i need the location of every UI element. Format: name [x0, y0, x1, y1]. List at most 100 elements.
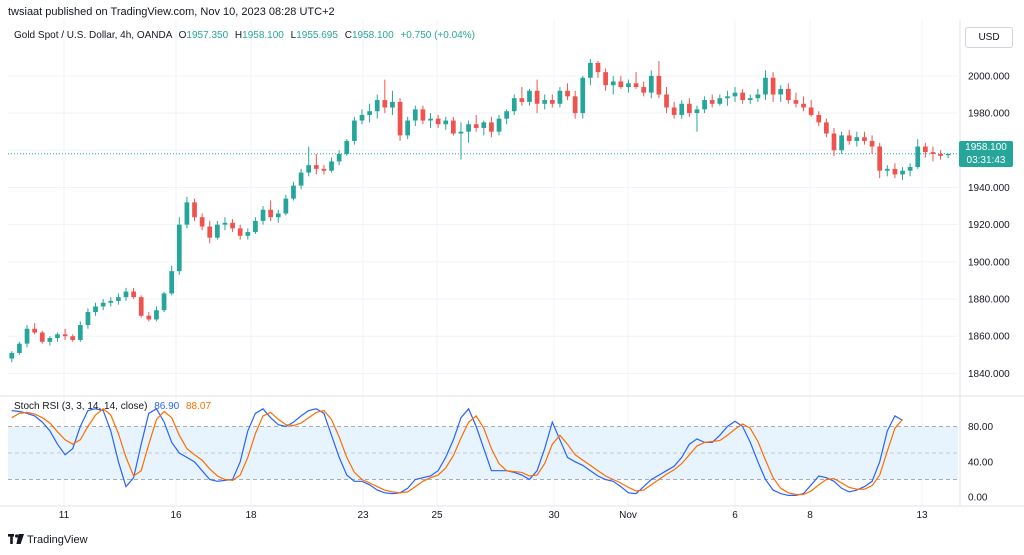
- candle: [306, 146, 312, 177]
- candle: [85, 308, 91, 329]
- candle: [329, 157, 334, 173]
- candle: [435, 114, 441, 128]
- candle-body: [473, 124, 479, 128]
- high-value: 1958.100: [242, 30, 284, 41]
- candle: [176, 217, 182, 275]
- low-key: L: [290, 30, 297, 41]
- candle-body: [435, 118, 441, 125]
- tradingview-brand[interactable]: TradingView: [8, 534, 88, 546]
- candle-body: [359, 114, 365, 121]
- candle-body: [542, 100, 548, 104]
- x-tick-label: 16: [170, 510, 182, 521]
- candle: [359, 109, 365, 125]
- currency-button[interactable]: USD: [965, 27, 1013, 48]
- x-tick-label: 25: [431, 510, 443, 521]
- candle-body: [313, 165, 319, 169]
- candle: [793, 92, 799, 108]
- stoch-rsi-d-value: 88.07: [186, 401, 212, 412]
- candle-body: [595, 62, 601, 73]
- candle: [55, 332, 60, 342]
- candle: [808, 100, 814, 117]
- price-tick-label: 1860.000: [968, 332, 1010, 343]
- candle: [572, 90, 578, 119]
- candle-body: [755, 94, 761, 99]
- candle-body: [930, 152, 936, 154]
- stoch-rsi-legend: Stoch RSI (3, 3, 14, 14, close) 86.90 88…: [14, 401, 211, 412]
- candle-body: [763, 77, 768, 95]
- candle-body: [588, 62, 593, 78]
- candle-body: [534, 90, 540, 104]
- candle-body: [877, 146, 883, 171]
- candle-body: [816, 114, 822, 123]
- candle-body: [131, 291, 136, 298]
- low-value: 1955.695: [296, 30, 338, 41]
- candle: [62, 328, 68, 340]
- candle-body: [466, 124, 471, 132]
- candle-body: [116, 297, 121, 301]
- candle: [192, 198, 197, 221]
- candle: [869, 135, 875, 154]
- candle-body: [922, 146, 928, 153]
- candle-body: [420, 109, 426, 121]
- candle-body: [808, 107, 814, 115]
- candle-body: [496, 118, 502, 132]
- candle: [473, 114, 479, 132]
- candle-body: [39, 332, 45, 342]
- candle: [610, 75, 616, 95]
- candle-body: [862, 137, 867, 141]
- candle: [199, 213, 205, 231]
- candle: [138, 295, 144, 318]
- candle: [915, 139, 921, 169]
- candle-body: [565, 90, 570, 97]
- candle: [770, 72, 776, 102]
- candle-body: [382, 100, 388, 108]
- candle-body: [527, 90, 532, 102]
- candle-body: [344, 140, 350, 154]
- candle-body: [725, 96, 730, 99]
- x-tick-label: 18: [245, 510, 257, 521]
- candle: [154, 306, 159, 322]
- candle: [862, 131, 867, 145]
- candle-body: [671, 107, 677, 115]
- candle-body: [412, 109, 418, 121]
- candle-body: [291, 185, 296, 199]
- candle: [450, 116, 456, 136]
- candle: [260, 206, 266, 225]
- candle: [108, 297, 114, 307]
- candle: [725, 90, 730, 106]
- price-tick-label: 1840.000: [968, 369, 1010, 380]
- candle-body: [785, 88, 791, 101]
- stoch-rsi-k-value: 86.90: [154, 401, 180, 412]
- candle: [603, 68, 608, 91]
- candle-body: [938, 153, 943, 156]
- publisher-line: twsiaat published on TradingView.com, No…: [8, 6, 335, 18]
- candle: [161, 291, 167, 313]
- candle-body: [184, 202, 190, 225]
- candle-body: [686, 103, 692, 114]
- candle: [412, 105, 418, 127]
- candle: [565, 83, 570, 101]
- open-key: O: [178, 30, 187, 41]
- candle-body: [610, 81, 616, 86]
- candle: [709, 94, 715, 108]
- candle: [679, 100, 685, 119]
- candle-body: [222, 222, 228, 225]
- candle: [428, 113, 433, 128]
- candle: [420, 105, 426, 125]
- candle: [374, 94, 380, 119]
- candle-body: [321, 168, 327, 171]
- candle-body: [945, 153, 951, 156]
- candle-body: [633, 83, 639, 88]
- candle-body: [557, 90, 563, 104]
- candle: [945, 153, 951, 159]
- candle: [519, 87, 525, 106]
- candle: [17, 341, 22, 355]
- candle: [504, 109, 510, 125]
- axes: 11 16 18 23 25 30 Nov 6 8 13 1840.000 1860.000 1880.…: [0, 20, 1024, 521]
- candle: [77, 321, 83, 342]
- candle: [169, 265, 175, 296]
- close-key: C: [344, 30, 352, 41]
- candle: [116, 293, 121, 305]
- candle: [382, 79, 388, 114]
